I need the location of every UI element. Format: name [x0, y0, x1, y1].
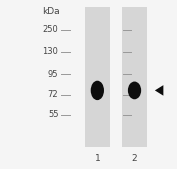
Ellipse shape	[91, 81, 104, 100]
Text: 55: 55	[48, 110, 58, 119]
Text: 1: 1	[95, 153, 100, 163]
Bar	[122, 7, 147, 147]
Text: 250: 250	[43, 25, 58, 34]
Text: kDa: kDa	[42, 7, 60, 16]
Text: 72: 72	[48, 90, 58, 99]
Text: 130: 130	[42, 47, 58, 56]
Text: 95: 95	[48, 70, 58, 79]
Ellipse shape	[128, 82, 141, 99]
Bar	[85, 7, 110, 147]
Polygon shape	[155, 85, 163, 96]
Text: 2: 2	[132, 153, 137, 163]
